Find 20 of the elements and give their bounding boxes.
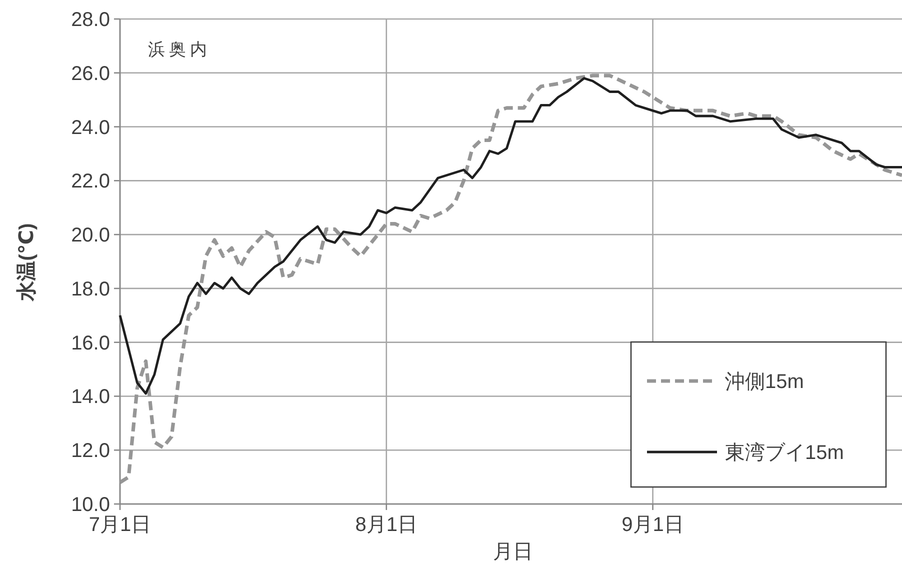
y-tick-label: 26.0	[71, 62, 110, 85]
x-axis-title: 月日	[493, 541, 533, 563]
y-tick-label: 10.0	[71, 494, 110, 516]
y-tick-label: 28.0	[71, 9, 110, 31]
y-axis-title: 水温(℃)	[16, 223, 38, 302]
y-tick-label: 22.0	[71, 170, 110, 193]
x-tick-label: 9月1日	[622, 514, 684, 536]
y-tick-label: 12.0	[71, 440, 110, 462]
y-tick-label: 18.0	[71, 278, 110, 300]
y-tick-label: 20.0	[71, 224, 110, 247]
legend-label: 東湾ブイ15m	[725, 442, 844, 464]
x-tick-label: 8月1日	[355, 514, 418, 536]
y-tick-label: 14.0	[71, 386, 110, 408]
line-series	[118, 77, 902, 395]
legend-label: 沖側15m	[725, 371, 804, 393]
text: 浜奥内	[148, 40, 211, 59]
x-tick-label: 7月1日	[88, 514, 152, 536]
y-tick-label: 16.0	[71, 332, 110, 354]
line-series	[118, 74, 902, 484]
y-tick-label: 24.0	[71, 116, 110, 139]
